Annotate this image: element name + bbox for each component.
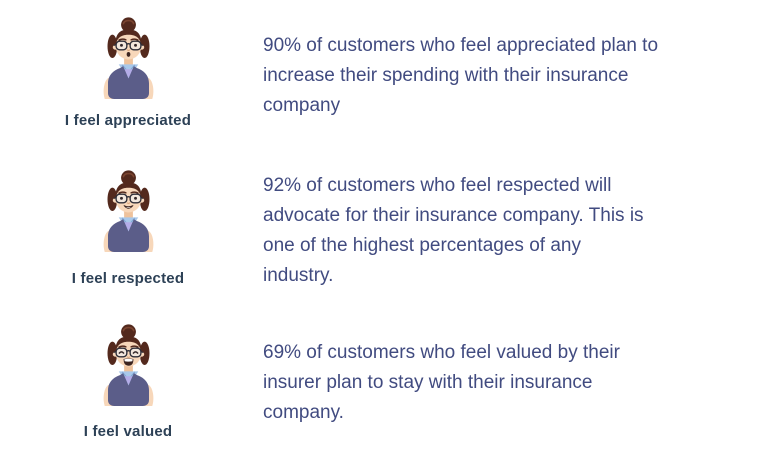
feeling-caption-valued: I feel valued (83, 423, 173, 440)
woman-avatar-smiling-icon (99, 170, 158, 252)
stat-text-respected: 92% of customers who feel respected will… (263, 175, 644, 286)
woman-avatar-laughing-icon (99, 324, 158, 406)
feeling-caption-appreciated: I feel appreciated (64, 112, 192, 129)
feeling-caption-respected: I feel respected (71, 270, 185, 287)
stat-text-valued: 69% of customers who feel valued by thei… (263, 342, 620, 423)
stat-text-appreciated: 90% of customers who feel appreciated pl… (263, 35, 659, 116)
woman-avatar-surprised-icon (99, 17, 158, 99)
